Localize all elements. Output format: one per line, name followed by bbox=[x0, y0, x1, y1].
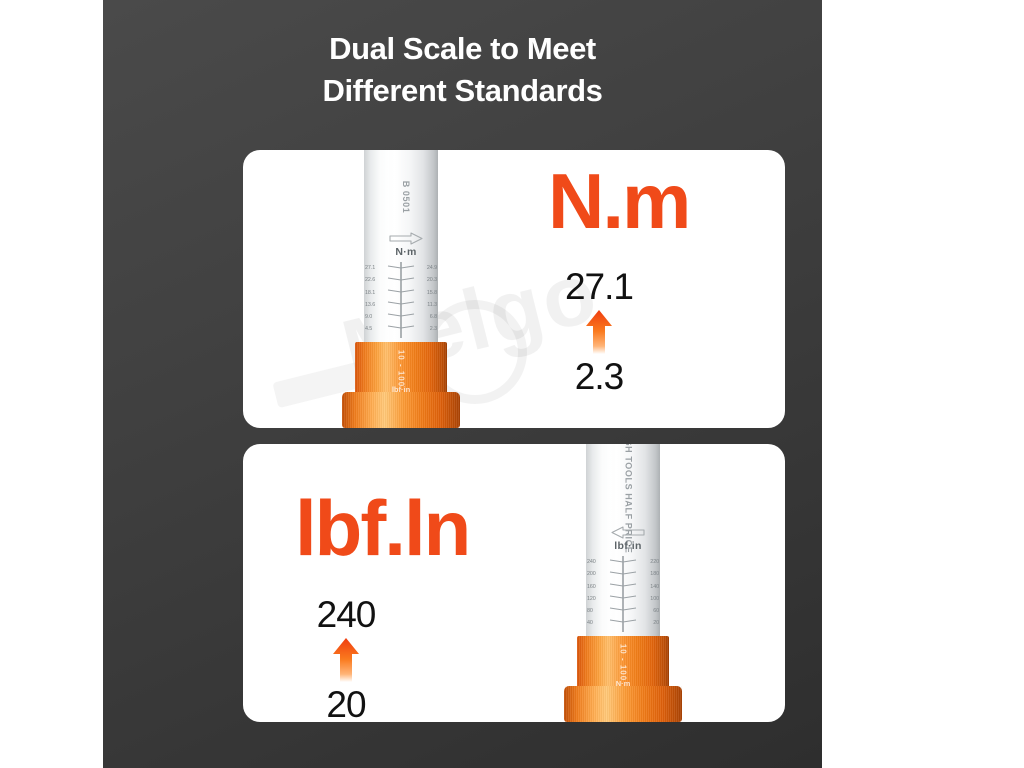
scale-tick: 100 bbox=[650, 595, 659, 602]
scale-tick: 13.6 bbox=[365, 301, 376, 308]
scale-tick: 240 bbox=[587, 559, 596, 565]
up-arrow-icon bbox=[333, 637, 359, 682]
scale-tick: 160 bbox=[587, 583, 596, 590]
handle-unit-label: N·m bbox=[615, 679, 631, 688]
tool-handle-upper: 10 - 100 N·m bbox=[577, 636, 669, 692]
headline-line-1: Dual Scale to Meet bbox=[329, 31, 596, 66]
tube-unit-label: N·m bbox=[395, 246, 417, 258]
scale-tick: 24.9 bbox=[426, 265, 437, 271]
handle-unit-label: lbf·in bbox=[391, 385, 411, 394]
scale-tick: 2.3 bbox=[429, 326, 437, 333]
headline-line-2: Different Standards bbox=[322, 73, 603, 109]
scale-tick: 40 bbox=[587, 620, 593, 627]
tool-handle-base bbox=[564, 686, 682, 722]
scale-tick: 80 bbox=[587, 608, 593, 615]
range-min-value: 2.3 bbox=[574, 355, 624, 397]
scale-tick-lines bbox=[609, 556, 637, 632]
tube-unit-label: lbf·in bbox=[614, 540, 642, 552]
tube-scale-nm: 27.1 22.6 18.1 13.6 9.0 4.5 24.9 20.3 15… bbox=[364, 262, 438, 338]
scale-tick: 220 bbox=[650, 559, 659, 565]
scale-tick: 120 bbox=[587, 595, 596, 602]
scale-tick: 11.3 bbox=[427, 301, 437, 308]
panel-pound-force-inch: lbf.ln 240 20 TOUGH TOOLS bbox=[243, 444, 785, 722]
range-readout-lbf: 240 20 bbox=[271, 596, 421, 722]
torque-wrench-illustration-lbf: TOUGH TOOLS HALF PRICE lbf·in bbox=[553, 444, 703, 722]
tool-handle-base bbox=[342, 392, 460, 428]
unit-heading-nm: N.m bbox=[548, 157, 691, 245]
scale-tick: 22.6 bbox=[365, 277, 376, 284]
tool-tube bbox=[364, 150, 438, 346]
scale-tick: 4.5 bbox=[365, 326, 373, 333]
handle-texture bbox=[577, 636, 669, 692]
range-max-value: 240 bbox=[316, 594, 377, 635]
page-title: Dual Scale to Meet Different Standards bbox=[103, 28, 822, 112]
panel-newton-meter: Melgo B 0501 N·m bbox=[243, 150, 785, 428]
scale-tick: 20 bbox=[653, 620, 659, 627]
scale-tick: 9.0 bbox=[365, 314, 373, 321]
scale-tick: 15.8 bbox=[426, 289, 437, 296]
scale-tick-lines bbox=[387, 262, 415, 338]
scale-tick: 27.1 bbox=[365, 265, 376, 271]
tube-scale-lbf: 240 200 160 120 80 40 220 180 140 100 60… bbox=[586, 556, 660, 632]
range-readout-nm: 27.1 2.3 bbox=[524, 268, 674, 395]
scale-column-left: 27.1 22.6 18.1 13.6 9.0 4.5 bbox=[365, 262, 391, 336]
tool-handle-upper: 10 - 100 lbf·in bbox=[355, 342, 447, 398]
handle-range-mark: 10 - 100 bbox=[396, 349, 406, 388]
scale-tick: 6.8 bbox=[429, 314, 437, 321]
range-min-value: 20 bbox=[326, 683, 366, 722]
handle-range-mark: 10 - 100 bbox=[618, 643, 628, 682]
handle-base-texture bbox=[342, 392, 460, 428]
scale-tick: 200 bbox=[587, 571, 596, 578]
scale-tick: 18.1 bbox=[365, 289, 376, 296]
left-arrow-outline-icon bbox=[611, 526, 645, 539]
torque-wrench-illustration-nm: B 0501 N·m 27 bbox=[331, 150, 481, 428]
tube-highlight bbox=[384, 150, 393, 346]
up-arrow-icon bbox=[586, 309, 612, 354]
scale-tick: 60 bbox=[653, 608, 659, 615]
scale-tick: 180 bbox=[650, 571, 659, 578]
unit-heading-lbf: lbf.ln bbox=[295, 484, 471, 572]
scale-column-left: 240 200 160 120 80 40 bbox=[587, 556, 613, 630]
handle-base-texture bbox=[564, 686, 682, 722]
scale-tick: 20.3 bbox=[426, 277, 437, 284]
scale-column-right: 220 180 140 100 60 20 bbox=[633, 556, 659, 630]
scale-column-right: 24.9 20.3 15.8 11.3 6.8 2.3 bbox=[411, 262, 437, 336]
right-arrow-outline-icon bbox=[389, 232, 423, 245]
handle-texture bbox=[355, 342, 447, 398]
scale-tick: 140 bbox=[650, 583, 659, 590]
range-max-value: 27.1 bbox=[564, 266, 634, 307]
tube-model-text: B 0501 bbox=[401, 180, 411, 214]
tube-highlight bbox=[606, 444, 615, 640]
